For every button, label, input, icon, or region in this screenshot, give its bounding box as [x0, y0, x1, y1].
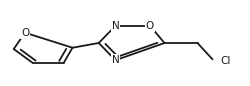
Text: N: N [112, 21, 120, 31]
Text: O: O [21, 28, 29, 38]
Text: N: N [112, 55, 120, 65]
Text: Cl: Cl [220, 56, 230, 66]
Text: O: O [146, 21, 154, 31]
